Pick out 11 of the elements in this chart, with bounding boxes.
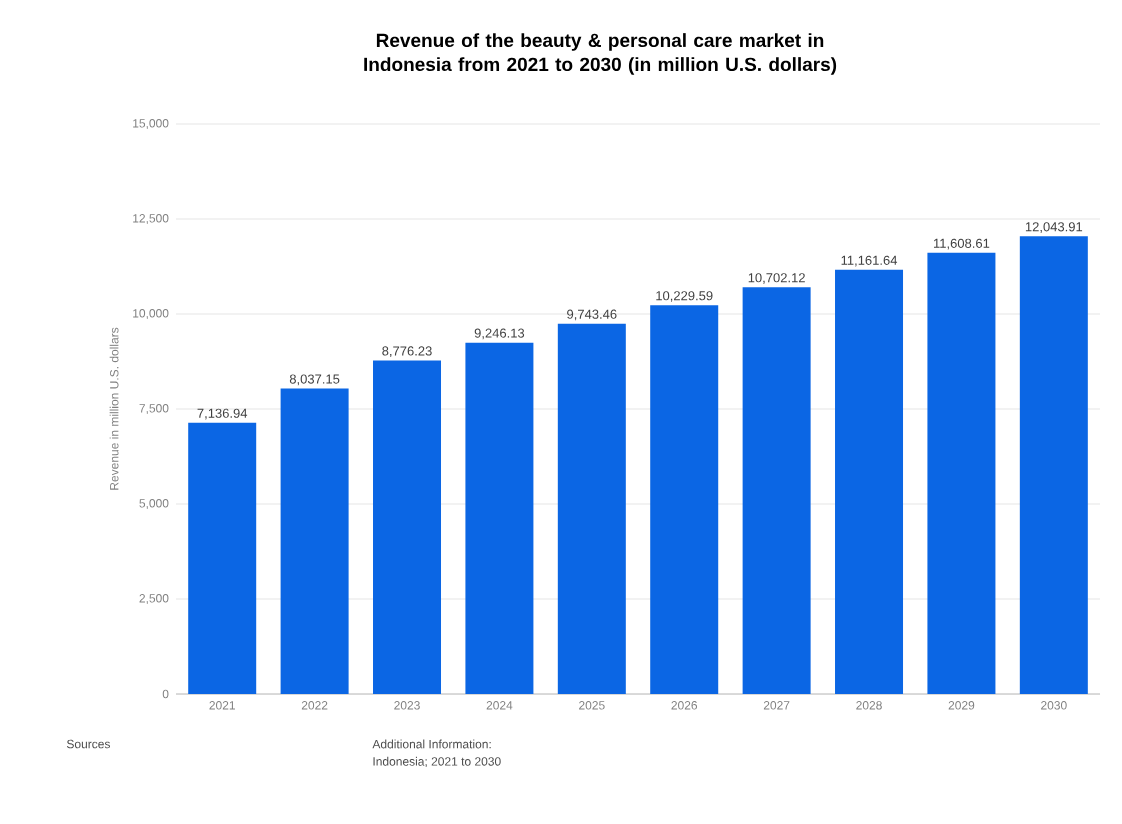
bar: [927, 252, 996, 694]
bar: [742, 287, 811, 694]
bar: [650, 305, 719, 694]
bar: [188, 422, 257, 694]
bar: [557, 323, 626, 694]
chart-title: Revenue of the beauty & personal care market in Indonesia from 2021 to 2030 (in million U.S. dollars): [364, 33, 837, 75]
bar: [1019, 236, 1088, 694]
bar: [373, 360, 442, 694]
bar: [465, 342, 534, 694]
bar: [835, 269, 904, 694]
bar: [280, 388, 349, 694]
